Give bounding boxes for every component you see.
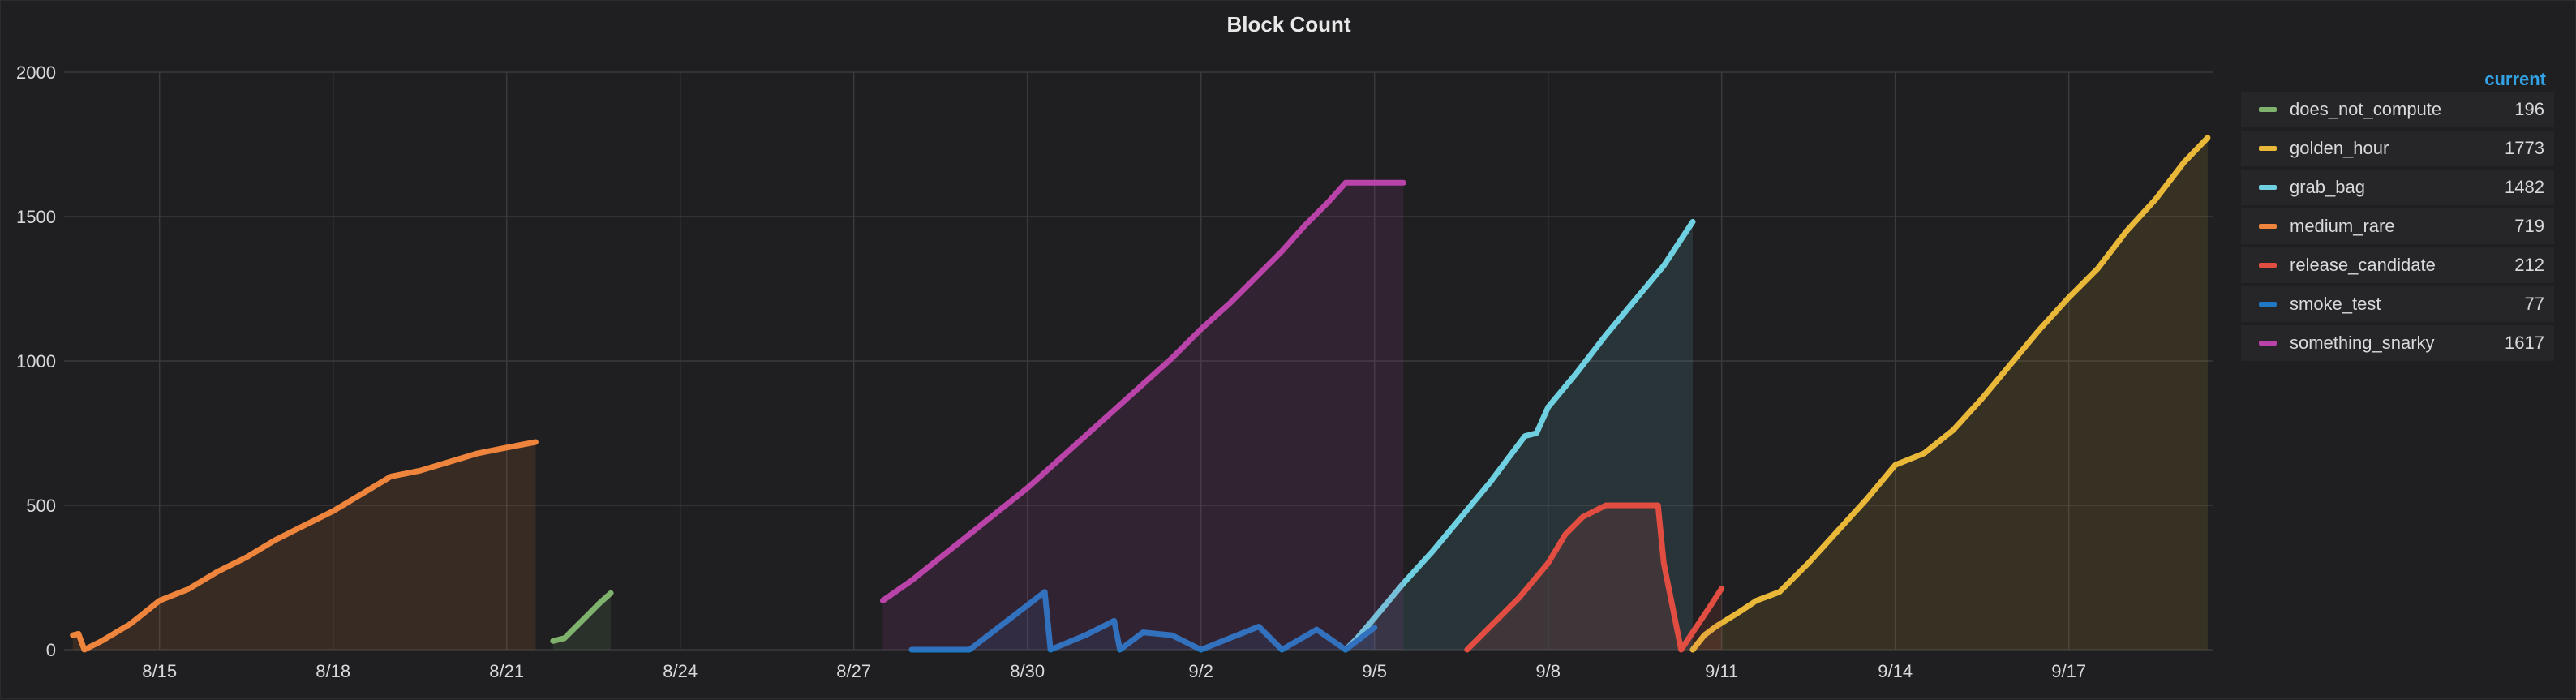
y-tick-label: 0 [46,640,56,660]
series-line-golden_hour [1689,135,2211,653]
series-line-smoke_test [908,589,1378,653]
y-tick-label: 2000 [16,62,56,83]
y-tick-label: 1000 [16,351,56,371]
legend-swatch [2259,224,2277,229]
legend-swatch [2259,263,2277,268]
legend-series-name: medium_rare [2290,216,2395,236]
legend-current-value: 1482 [2505,177,2544,197]
legend-series-name: does_not_compute [2290,99,2442,119]
legend-current-value: 212 [2514,255,2544,275]
legend-swatch [2259,146,2277,151]
series-line-something_snarky [879,179,1406,603]
legend-current-value: 77 [2524,294,2544,314]
x-tick-label: 9/11 [1705,661,1738,681]
series-area-release_candidate [1466,505,1722,650]
x-tick-label: 8/27 [836,661,871,681]
legend-swatch [2259,302,2277,307]
legend-swatch [2259,341,2277,346]
x-tick-label: 8/24 [663,661,698,681]
legend-series-name: grab_bag [2290,177,2365,197]
x-tick-label: 8/18 [316,661,350,681]
y-tick-label: 1500 [16,207,56,227]
legend-item-does_not_compute[interactable]: does_not_compute 196 [2241,92,2554,127]
legend-item-release_candidate[interactable]: release_candidate 212 [2241,247,2554,283]
legend-current-value: 1773 [2505,138,2544,158]
legend-item-golden_hour[interactable]: golden_hour 1773 [2241,131,2554,166]
legend-series-name: something_snarky [2290,333,2435,353]
x-tick-label: 9/8 [1535,661,1561,681]
legend-item-medium_rare[interactable]: medium_rare 719 [2241,208,2554,244]
chart-plot: 0 500 1000 1500 2000 8/15 8/18 8/21 8/24 8/27 8/30… [16,62,2213,681]
series-area-grab_bag [1346,221,1693,650]
chart-title: Block Count [1226,12,1351,37]
legend-item-smoke_test[interactable]: smoke_test 77 [2241,286,2554,322]
x-tick-label: 9/2 [1188,661,1213,681]
legend-series-name: smoke_test [2290,294,2381,314]
legend-series-name: golden_hour [2290,138,2389,158]
series-area-something_snarky [882,183,1404,651]
legend-swatch [2259,107,2277,112]
legend-item-something_snarky[interactable]: something_snarky 1617 [2241,325,2554,361]
x-tick-label: 8/30 [1010,661,1045,681]
x-tick-label: 8/15 [142,661,177,681]
x-tick-label: 9/5 [1362,661,1387,681]
legend-series-name: release_candidate [2290,255,2436,275]
legend-current-value: 719 [2514,216,2544,236]
legend-current-value: 196 [2514,99,2544,119]
legend-swatch [2259,185,2277,190]
x-tick-label: 9/14 [1878,661,1913,681]
series-area-golden_hour [1693,137,2208,651]
series-line-medium_rare [70,439,539,653]
legend-header[interactable]: current [2484,69,2546,89]
legend: current does_not_compute 196 golden_hour 17… [2241,69,2554,364]
series-area-medium_rare [72,442,536,650]
y-tick-label: 500 [26,496,56,516]
x-tick-label: 8/21 [489,661,524,681]
series-line-release_candidate [1464,502,1725,653]
legend-current-value: 1617 [2505,333,2544,353]
series-line-grab_bag [1342,218,1696,653]
x-tick-label: 9/17 [2051,661,2086,681]
legend-item-grab_bag[interactable]: grab_bag 1482 [2241,170,2554,205]
series-line-does_not_compute [550,590,614,644]
